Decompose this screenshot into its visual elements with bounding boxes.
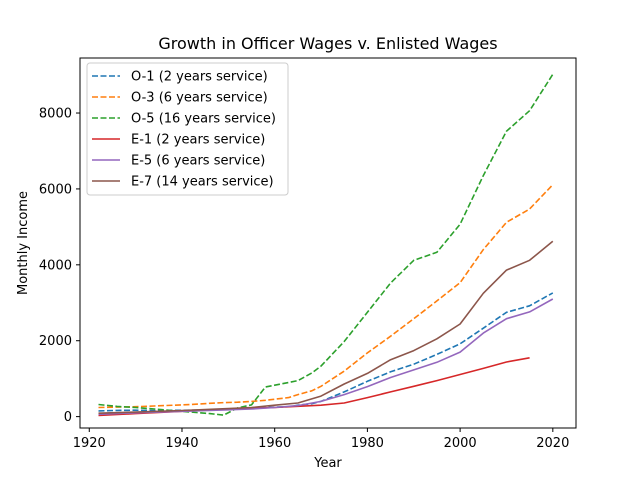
legend-label: O-5 (16 years service) bbox=[131, 112, 276, 127]
legend-label: O-3 (6 years service) bbox=[131, 91, 268, 106]
x-axis: 1920 1940 1960 1980 2000 2020 bbox=[73, 428, 569, 451]
x-tick-label: 1940 bbox=[165, 436, 198, 451]
legend-label: O-1 (2 years service) bbox=[131, 70, 268, 85]
y-tick-label: 2000 bbox=[39, 334, 72, 349]
series-line-e-7 bbox=[98, 240, 554, 414]
series-line-e-5 bbox=[98, 298, 554, 416]
y-axis-label: Monthly Income bbox=[16, 191, 31, 295]
chart-title: Growth in Officer Wages v. Enlisted Wage… bbox=[158, 34, 497, 53]
x-tick-label: 2000 bbox=[444, 436, 477, 451]
legend-label: E-1 (2 years service) bbox=[131, 133, 265, 148]
x-tick-label: 1920 bbox=[73, 436, 106, 451]
legend: O-1 (2 years service) O-3 (6 years servic… bbox=[86, 62, 289, 196]
legend-label: E-7 (14 years service) bbox=[131, 175, 274, 190]
legend-label: E-5 (6 years service) bbox=[131, 154, 265, 169]
y-tick-label: 0 bbox=[64, 410, 72, 425]
y-axis: 0 2000 4000 6000 8000 bbox=[39, 107, 80, 425]
x-tick-label: 1980 bbox=[351, 436, 384, 451]
series-line-o-3 bbox=[98, 184, 554, 409]
y-tick-label: 8000 bbox=[39, 107, 72, 122]
x-axis-label: Year bbox=[313, 456, 342, 471]
plot-area bbox=[79, 57, 577, 429]
plot-frame bbox=[79, 57, 577, 429]
series-layer bbox=[98, 73, 554, 417]
x-tick-label: 1960 bbox=[258, 436, 291, 451]
legend-box bbox=[86, 62, 289, 196]
x-tick-label: 2020 bbox=[536, 436, 569, 451]
y-tick-label: 6000 bbox=[39, 182, 72, 197]
y-tick-label: 4000 bbox=[39, 258, 72, 273]
